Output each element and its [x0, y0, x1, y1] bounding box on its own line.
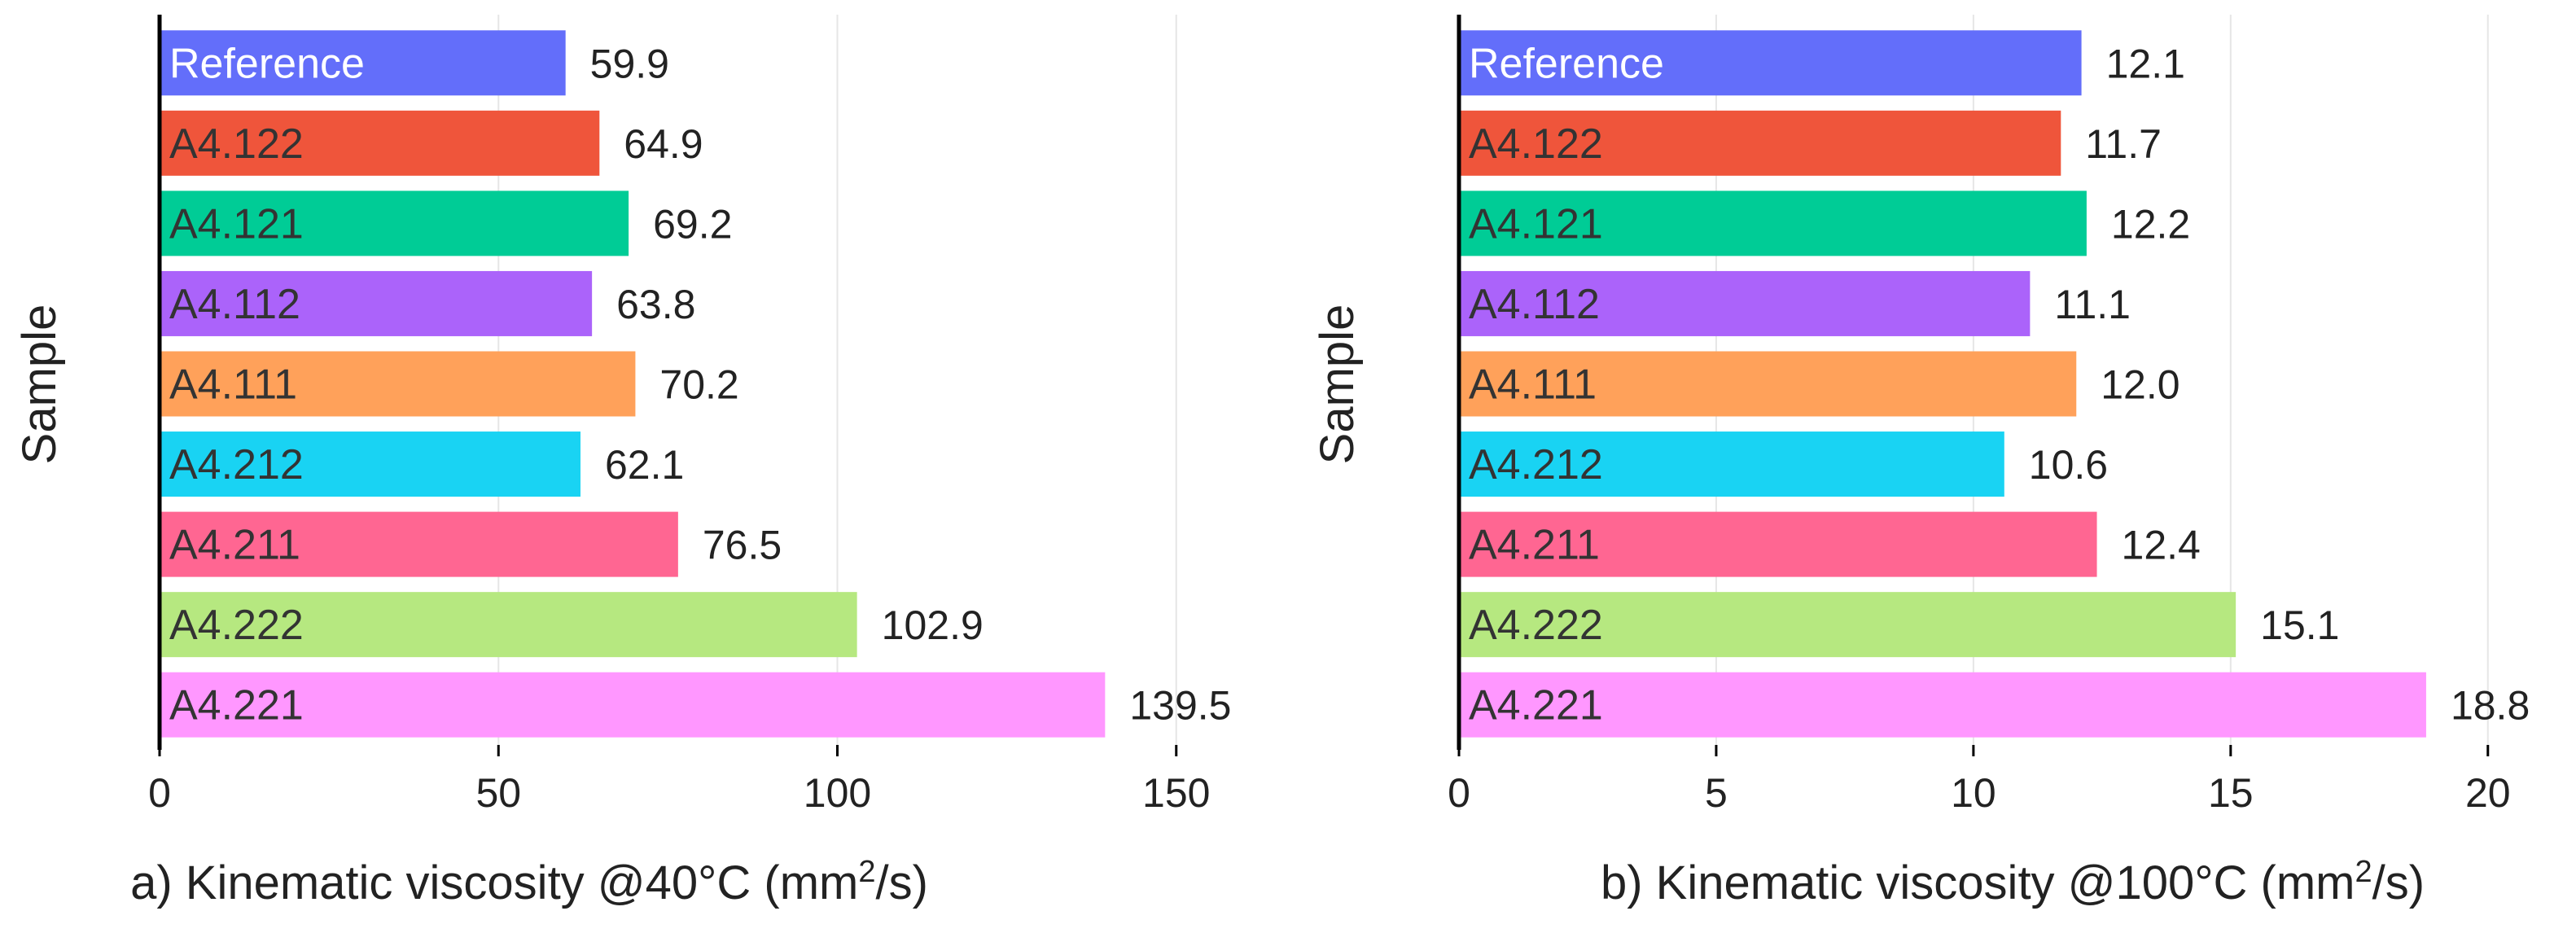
category-label-b-2: A4.121	[1469, 200, 1603, 247]
value-label-a-6: 76.5	[703, 523, 782, 568]
category-label-a-6: A4.211	[169, 522, 300, 569]
value-label-b-8: 18.8	[2451, 683, 2530, 729]
category-label-b-0: Reference	[1469, 40, 1664, 87]
category-label-a-4: A4.111	[169, 361, 297, 409]
category-label-a-0: Reference	[169, 40, 365, 87]
bar-b-a4-122	[1459, 110, 2061, 176]
category-label-b-3: A4.112	[1469, 281, 1600, 328]
value-label-a-5: 62.1	[605, 442, 684, 488]
y-axis-label-b: Sample	[1311, 304, 1364, 465]
bar-a-a4-211	[160, 511, 678, 577]
value-label-b-4: 12.0	[2101, 362, 2180, 408]
category-label-b-7: A4.222	[1469, 602, 1603, 649]
bar-b-a4-112	[1459, 270, 2031, 336]
bar-b-a4-121	[1459, 191, 2087, 256]
x-axis-label-a-prefix: a) Kinematic viscosity @40°C (mm	[130, 856, 858, 909]
bar-b-a4-222	[1459, 592, 2236, 658]
bar-b-a4-111	[1459, 351, 2077, 417]
x-tick-label-b-0: 0	[1448, 770, 1470, 816]
x-axis-label-a-sup: 2	[858, 855, 875, 889]
value-label-a-8: 139.5	[1129, 683, 1231, 729]
value-label-b-7: 15.1	[2260, 602, 2339, 648]
category-label-a-3: A4.112	[169, 281, 300, 328]
bar-a-a4-221	[160, 672, 1106, 738]
bar-a-a4-111	[160, 351, 636, 417]
x-tick-label-b-5: 5	[1705, 770, 1728, 816]
value-label-b-3: 11.1	[2054, 282, 2131, 327]
x-axis-label-a: a) Kinematic viscosity @40°C (mm2/s)	[130, 855, 928, 909]
value-label-a-4: 70.2	[659, 362, 738, 408]
panel-a: Sample a) Kinematic viscosity @40°C (mm2…	[13, 15, 1231, 909]
category-label-a-8: A4.221	[169, 682, 304, 729]
bar-a-a4-121	[160, 191, 629, 256]
category-label-b-5: A4.212	[1469, 441, 1603, 488]
category-label-b-8: A4.221	[1469, 682, 1603, 729]
value-label-b-1: 11.7	[2085, 121, 2162, 167]
value-label-b-0: 12.1	[2106, 41, 2185, 86]
category-label-a-1: A4.122	[169, 120, 304, 168]
value-label-a-2: 69.2	[653, 201, 732, 247]
x-axis-label-b-suffix: /s)	[2372, 856, 2425, 909]
bar-b-reference	[1459, 30, 2082, 96]
value-label-b-2: 12.2	[2111, 201, 2190, 247]
category-label-b-1: A4.122	[1469, 120, 1603, 168]
category-label-b-4: A4.111	[1469, 361, 1597, 409]
category-label-a-7: A4.222	[169, 602, 304, 649]
bar-a-a4-122	[160, 110, 600, 176]
bar-b-a4-211	[1459, 511, 2097, 577]
value-label-a-1: 64.9	[624, 121, 703, 167]
y-axis-label-a: Sample	[13, 304, 66, 465]
category-label-a-2: A4.121	[169, 200, 304, 247]
value-label-a-0: 59.9	[590, 41, 669, 86]
bar-a-reference	[160, 30, 566, 96]
x-axis-label-b-prefix: b) Kinematic viscosity @100°C (mm	[1601, 856, 2355, 909]
bar-b-a4-221	[1459, 672, 2426, 738]
category-label-a-5: A4.212	[169, 441, 304, 488]
panel-b: Sample b) Kinematic viscosity @100°C (mm…	[1311, 15, 2530, 909]
x-tick-label-b-15: 15	[2208, 770, 2254, 816]
x-axis-label-a-suffix: /s)	[875, 856, 927, 909]
bar-a-a4-222	[160, 592, 857, 658]
value-label-b-6: 12.4	[2122, 523, 2201, 568]
x-tick-label-a-150: 150	[1142, 770, 1210, 816]
x-tick-label-b-20: 20	[2465, 770, 2511, 816]
value-label-b-5: 10.6	[2029, 442, 2108, 488]
x-tick-label-b-10: 10	[1951, 770, 1996, 816]
bar-a-a4-212	[160, 431, 580, 497]
x-axis-label-b-sup: 2	[2355, 855, 2372, 889]
x-tick-label-a-0: 0	[148, 770, 171, 816]
bar-b-a4-212	[1459, 431, 2004, 497]
x-tick-label-a-50: 50	[475, 770, 521, 816]
value-label-a-7: 102.9	[882, 602, 984, 648]
category-label-b-6: A4.211	[1469, 522, 1600, 569]
value-label-a-3: 63.8	[616, 282, 695, 327]
x-axis-label-b: b) Kinematic viscosity @100°C (mm2/s)	[1601, 855, 2425, 909]
x-tick-label-a-100: 100	[804, 770, 871, 816]
bar-a-a4-112	[160, 270, 593, 336]
